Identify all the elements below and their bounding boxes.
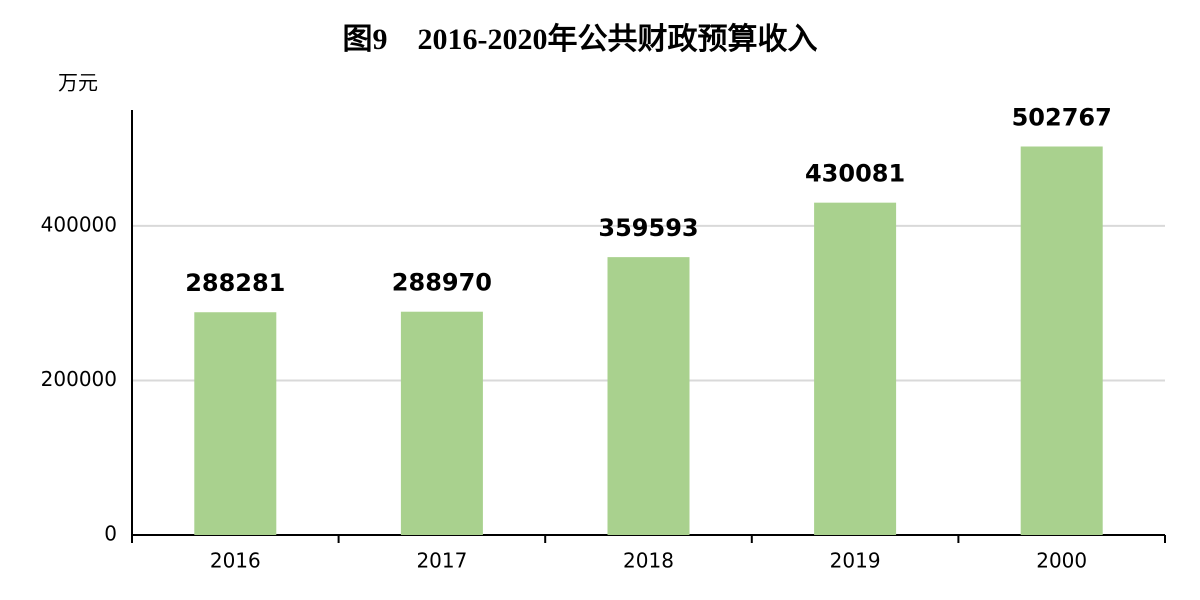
x-tick-label: 2016 <box>210 549 261 573</box>
bar <box>194 312 277 535</box>
data-label: 359593 <box>598 214 698 242</box>
bar <box>1020 146 1103 535</box>
data-label: 288281 <box>185 269 285 297</box>
x-tick-label: 2000 <box>1036 549 1087 573</box>
y-axis-label: 万元 <box>58 71 98 95</box>
x-tick-label: 2018 <box>623 549 674 573</box>
y-tick-label: 200000 <box>41 367 117 391</box>
data-label: 502767 <box>1012 103 1112 131</box>
bar <box>607 257 690 535</box>
y-tick-label: 0 <box>104 522 117 546</box>
x-tick-label: 2019 <box>830 549 881 573</box>
bar <box>400 311 483 535</box>
bar <box>814 202 897 536</box>
data-label: 430081 <box>805 160 905 188</box>
chart-title: 图9 2016-2020年公共财政预算收入 <box>343 22 818 56</box>
y-tick-label: 400000 <box>41 212 117 236</box>
data-label: 288970 <box>392 269 492 297</box>
x-tick-label: 2017 <box>416 549 467 573</box>
